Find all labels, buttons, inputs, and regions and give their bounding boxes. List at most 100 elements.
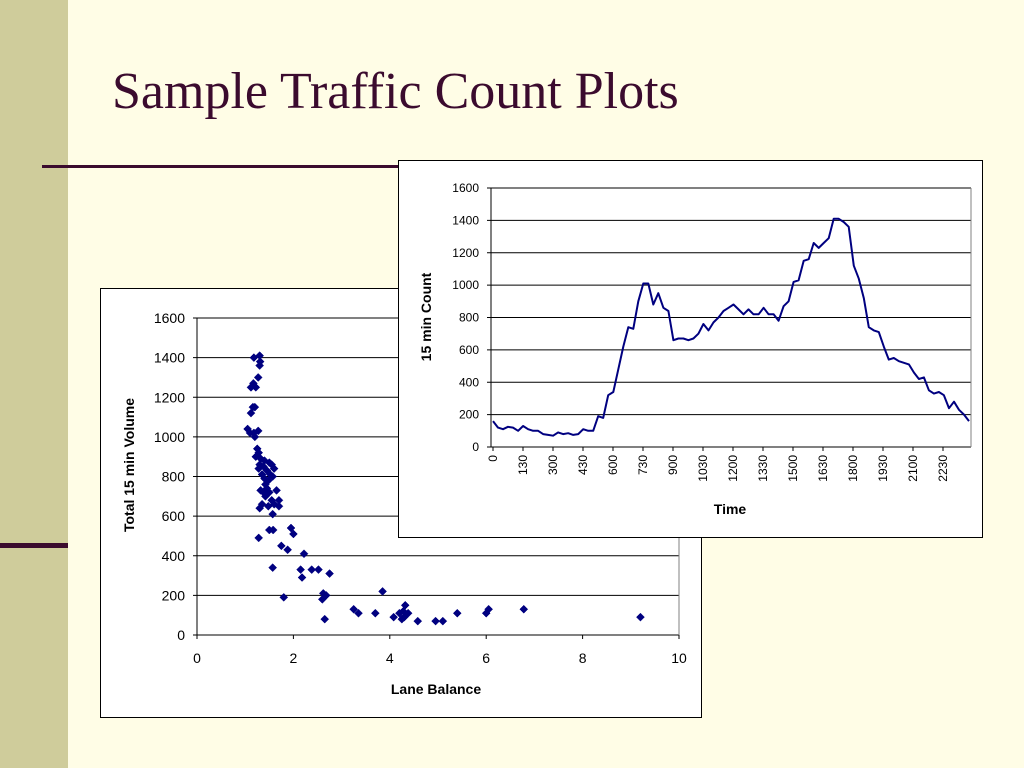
line-x-tick-label: 600 (606, 455, 620, 475)
scatter-points (243, 351, 645, 626)
scatter-point (255, 357, 265, 366)
scatter-point (431, 616, 440, 626)
scatter-point (283, 545, 292, 555)
scatter-y-tick-labels: 0 200 400 600 800 1000 1200 1400 1600 (154, 310, 185, 643)
line-x-tick-label: 1200 (726, 455, 740, 482)
scatter-point (253, 426, 263, 436)
scatter-x-tick-label: 4 (386, 650, 394, 666)
scatter-point (246, 408, 256, 418)
scatter-point (452, 608, 462, 618)
scatter-point (299, 549, 309, 559)
line-x-tick-label: 1930 (876, 455, 890, 482)
line-chart-panel: 0 200 400 600 800 1000 1200 1400 1600 0 130 300 430… (398, 160, 983, 538)
line-y-tick-label: 1400 (452, 213, 479, 227)
line-series-group (492, 217, 970, 437)
scatter-point (399, 612, 409, 622)
scatter-y-tick-label: 200 (162, 587, 186, 603)
scatter-point (253, 373, 263, 382)
scatter-point (325, 569, 334, 578)
scatter-point (255, 503, 265, 513)
scatter-x-tick-label: 6 (482, 650, 490, 666)
scatter-point (272, 486, 281, 495)
line-y-tick-label: 200 (459, 408, 479, 422)
scatter-point (297, 573, 307, 582)
scatter-point (400, 600, 410, 610)
scatter-x-tick-label: 2 (290, 650, 298, 666)
line-x-tick-label: 730 (636, 455, 650, 475)
line-gridlines (491, 187, 971, 416)
scatter-y-tick-label: 1000 (154, 429, 185, 445)
line-x-tick-label: 900 (666, 455, 680, 475)
decorative-sidebar (0, 0, 68, 768)
scatter-x-tick-labels: 0 2 4 6 8 10 (193, 650, 687, 666)
scatter-y-axis-label: Total 15 min Volume (121, 398, 137, 532)
scatter-x-tick-label: 0 (193, 650, 201, 666)
line-x-tick-label: 0 (486, 455, 500, 462)
line-y-tick-label: 1200 (452, 246, 479, 260)
scatter-point (286, 523, 296, 533)
line-y-tick-label: 1000 (452, 278, 479, 292)
line-x-tick-label: 130 (516, 455, 530, 475)
line-x-tick-label: 2230 (936, 455, 950, 482)
line-chart: 0 200 400 600 800 1000 1200 1400 1600 0 130 300 430… (418, 181, 972, 517)
line-x-tick-label: 2100 (906, 455, 920, 482)
scatter-x-tick-label: 10 (671, 650, 687, 666)
scatter-point (254, 464, 264, 473)
line-y-tick-label: 0 (472, 440, 479, 454)
scatter-point (349, 604, 359, 614)
scatter-point (370, 608, 380, 618)
scatter-point (484, 604, 493, 614)
line-y-tick-label: 1600 (452, 181, 479, 195)
line-x-tick-label: 430 (576, 455, 590, 475)
scatter-point (268, 525, 278, 535)
scatter-point (314, 565, 323, 574)
line-y-tick-label: 600 (459, 343, 479, 357)
line-x-tick-label: 1500 (786, 455, 800, 482)
scatter-point (636, 612, 645, 622)
scatter-point (268, 563, 278, 572)
line-y-axis-label: 15 min Count (418, 272, 434, 361)
scatter-point (389, 612, 399, 622)
scatter-point (251, 382, 261, 392)
scatter-y-tick-label: 400 (162, 548, 186, 564)
line-x-tick-label: 1630 (816, 455, 830, 482)
scatter-point (276, 541, 286, 551)
scatter-point (413, 616, 423, 626)
scatter-point (438, 616, 448, 626)
scatter-point (254, 533, 264, 543)
scatter-y-tick-label: 600 (162, 508, 186, 524)
line-x-tick-label: 1800 (846, 455, 860, 482)
scatter-y-tick-label: 1400 (154, 350, 185, 366)
line-x-tick-labels: 0 130 300 430 600 730 900 1030 1200 1330 1500 1630 1… (486, 455, 950, 482)
line-y-tick-label: 400 (459, 375, 479, 389)
line-x-tick-label: 1330 (756, 455, 770, 482)
scatter-y-tick-label: 1200 (154, 389, 185, 405)
scatter-point (320, 614, 330, 624)
line-x-tick-label: 1030 (696, 455, 710, 482)
scatter-x-axis-label: Lane Balance (391, 681, 481, 697)
scatter-point (269, 464, 279, 473)
scatter-point (519, 604, 529, 614)
scatter-point (378, 587, 387, 596)
line-x-axis-label: Time (714, 501, 747, 517)
scatter-point (307, 565, 317, 574)
scatter-point (296, 565, 305, 574)
line-series (492, 217, 970, 437)
scatter-y-tick-label: 0 (177, 627, 185, 643)
scatter-point (250, 402, 260, 412)
sidebar-accent-line (0, 543, 68, 548)
line-x-tick-label: 300 (546, 455, 560, 475)
scatter-point (264, 487, 274, 497)
slide-title: Sample Traffic Count Plots (112, 63, 679, 120)
scatter-point (274, 501, 284, 511)
title-underline (42, 165, 402, 168)
scatter-point (268, 509, 278, 519)
scatter-point (289, 529, 298, 539)
scatter-point (250, 432, 260, 442)
scatter-point (263, 501, 273, 511)
scatter-point (354, 608, 363, 618)
scatter-y-tick-label: 800 (162, 469, 186, 485)
scatter-y-tick-label: 1600 (154, 310, 185, 326)
line-axes (487, 187, 972, 451)
line-y-tick-labels: 0 200 400 600 800 1000 1200 1400 1600 (452, 181, 479, 454)
